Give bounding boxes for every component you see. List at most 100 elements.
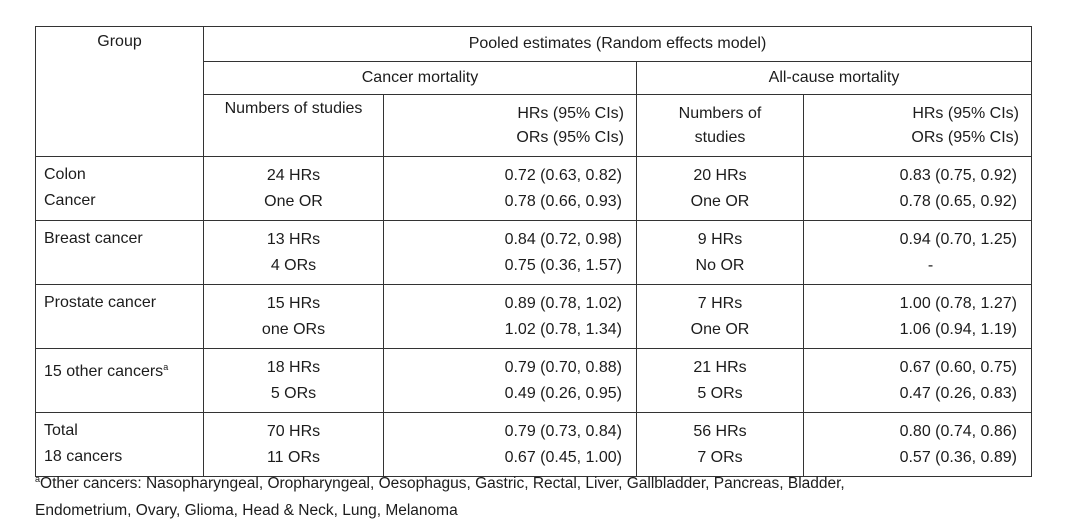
header-hr-all: HRs (95% CIs) ORs (95% CIs)	[803, 94, 1032, 157]
header-num-studies-cancer: Numbers of studies	[203, 94, 384, 157]
count-or: One OR	[690, 320, 750, 338]
footnote-text-line2: Endometrium, Ovary, Glioma, Head & Neck,…	[35, 502, 458, 519]
cancer-mortality-estimate: 0.79 (0.70, 0.88) 0.49 (0.26, 0.95)	[383, 348, 637, 413]
header-pooled-estimates: Pooled estimates (Random effects model)	[203, 26, 1032, 62]
cancer-mortality-estimate: 0.84 (0.72, 0.98) 0.75 (0.36, 1.57)	[383, 220, 637, 285]
count-hr: 18 HRs	[266, 358, 321, 376]
table-container: Group Pooled estimates (Random effects m…	[35, 26, 1032, 477]
footnote-marker: a	[35, 474, 41, 484]
all-cause-estimate: 0.67 (0.60, 0.75) 0.47 (0.26, 0.83)	[803, 348, 1032, 413]
row-group-line1: Colon	[44, 166, 86, 183]
estimate-or: -	[927, 256, 934, 274]
row-group: Colon Cancer	[35, 156, 204, 221]
count-hr: 20 HRs	[693, 166, 747, 184]
estimate-or: 0.75 (0.36, 1.57)	[504, 256, 622, 274]
row-group: Total 18 cancers	[35, 412, 204, 477]
count-or: 5 ORs	[697, 384, 743, 402]
table-row: Total 18 cancers 70 HRs 11 ORs 0.79 (0.7…	[35, 412, 1032, 477]
footnote-text-line1: Other cancers: Nasopharyngeal, Oropharyn…	[40, 475, 845, 492]
all-cause-estimate: 0.83 (0.75, 0.92) 0.78 (0.65, 0.92)	[803, 156, 1032, 221]
row-group: 15 other cancersa	[35, 348, 204, 413]
row-group-line1: Breast cancer	[44, 230, 143, 247]
estimate-or: 0.67 (0.45, 1.00)	[504, 448, 622, 466]
table-row: Prostate cancer 15 HRs one ORs 0.89 (0.7…	[35, 284, 1032, 349]
header-hr-all-line1: HRs (95% CIs)	[912, 104, 1019, 122]
row-group-line2: 18 cancers	[44, 448, 123, 465]
row-group-label: 15 other cancers	[44, 363, 164, 380]
estimate-hr: 0.79 (0.73, 0.84)	[504, 422, 622, 440]
estimate-or: 0.57 (0.36, 0.89)	[899, 448, 1017, 466]
count-hr: 7 HRs	[697, 294, 743, 312]
cancer-mortality-estimate: 0.79 (0.73, 0.84) 0.67 (0.45, 1.00)	[383, 412, 637, 477]
estimate-hr: 0.80 (0.74, 0.86)	[899, 422, 1017, 440]
table-row: 15 other cancersa 18 HRs 5 ORs 0.79 (0.7…	[35, 348, 1032, 413]
estimate-hr: 1.00 (0.78, 1.27)	[899, 294, 1017, 312]
header-num-studies-all-line2: studies	[694, 128, 746, 146]
pooled-estimates-table: Group Pooled estimates (Random effects m…	[35, 26, 1032, 477]
estimate-hr: 0.72 (0.63, 0.82)	[504, 166, 622, 184]
estimate-hr: 0.89 (0.78, 1.02)	[504, 294, 622, 312]
all-cause-estimate: 1.00 (0.78, 1.27) 1.06 (0.94, 1.19)	[803, 284, 1032, 349]
count-or: 4 ORs	[270, 256, 317, 274]
header-hr-all-line2: ORs (95% CIs)	[911, 128, 1019, 146]
cancer-mortality-count: 15 HRs one ORs	[203, 284, 384, 349]
count-or: No OR	[695, 256, 745, 274]
all-cause-estimate: 0.94 (0.70, 1.25) -	[803, 220, 1032, 285]
estimate-or: 0.49 (0.26, 0.95)	[504, 384, 622, 402]
estimate-or: 0.78 (0.65, 0.92)	[899, 192, 1017, 210]
row-group: Breast cancer	[35, 220, 204, 285]
cancer-mortality-estimate: 0.89 (0.78, 1.02) 1.02 (0.78, 1.34)	[383, 284, 637, 349]
cancer-mortality-count: 70 HRs 11 ORs	[203, 412, 384, 477]
row-group-line1: Total	[44, 422, 78, 439]
count-hr: 56 HRs	[693, 422, 747, 440]
header-num-studies-all-line1: Numbers of	[678, 104, 762, 122]
estimate-hr: 0.79 (0.70, 0.88)	[504, 358, 622, 376]
header-hr-cancer: HRs (95% CIs) ORs (95% CIs)	[383, 94, 637, 157]
estimate-hr: 0.67 (0.60, 0.75)	[899, 358, 1017, 376]
cancer-mortality-count: 13 HRs 4 ORs	[203, 220, 384, 285]
count-hr: 9 HRs	[697, 230, 743, 248]
estimate-hr: 0.84 (0.72, 0.98)	[504, 230, 622, 248]
row-group: Prostate cancer	[35, 284, 204, 349]
count-or: One OR	[264, 192, 323, 210]
all-cause-count: 56 HRs 7 ORs	[636, 412, 804, 477]
count-or: 7 ORs	[697, 448, 743, 466]
row-group-line2: Cancer	[44, 192, 96, 209]
footnote-marker: a	[163, 362, 169, 372]
count-or: one ORs	[261, 320, 326, 338]
header-hr-cancer-line2: ORs (95% CIs)	[516, 128, 624, 146]
cancer-mortality-count: 24 HRs One OR	[203, 156, 384, 221]
row-group-line1: Prostate cancer	[44, 294, 157, 311]
header-all-cause-mortality: All-cause mortality	[636, 61, 1032, 95]
table-row: Colon Cancer 24 HRs One OR 0.72 (0.63, 0…	[35, 156, 1032, 221]
table-row: Breast cancer 13 HRs 4 ORs 0.84 (0.72, 0…	[35, 220, 1032, 285]
all-cause-count: 21 HRs 5 ORs	[636, 348, 804, 413]
header-cancer-mortality: Cancer mortality	[203, 61, 637, 95]
count-hr: 13 HRs	[266, 230, 321, 248]
estimate-or: 1.06 (0.94, 1.19)	[899, 320, 1017, 338]
all-cause-estimate: 0.80 (0.74, 0.86) 0.57 (0.36, 0.89)	[803, 412, 1032, 477]
header-num-studies-all: Numbers of studies	[636, 94, 804, 157]
count-hr: 24 HRs	[266, 166, 321, 184]
count-or: 11 ORs	[266, 448, 321, 466]
cancer-mortality-count: 18 HRs 5 ORs	[203, 348, 384, 413]
estimate-hr: 0.83 (0.75, 0.92)	[899, 166, 1017, 184]
count-or: One OR	[690, 192, 750, 210]
all-cause-count: 9 HRs No OR	[636, 220, 804, 285]
count-hr: 70 HRs	[266, 422, 321, 440]
footnote-line1: aOther cancers: Nasopharyngeal, Orophary…	[35, 466, 1035, 497]
cancer-mortality-estimate: 0.72 (0.63, 0.82) 0.78 (0.66, 0.93)	[383, 156, 637, 221]
footnote: aOther cancers: Nasopharyngeal, Orophary…	[35, 466, 1035, 524]
all-cause-count: 7 HRs One OR	[636, 284, 804, 349]
estimate-or: 1.02 (0.78, 1.34)	[504, 320, 622, 338]
estimate-or: 0.47 (0.26, 0.83)	[899, 384, 1017, 402]
count-or: 5 ORs	[270, 384, 317, 402]
estimate-hr: 0.94 (0.70, 1.25)	[899, 230, 1017, 248]
count-hr: 15 HRs	[266, 294, 321, 312]
all-cause-count: 20 HRs One OR	[636, 156, 804, 221]
estimate-or: 0.78 (0.66, 0.93)	[504, 192, 622, 210]
header-hr-cancer-line1: HRs (95% CIs)	[517, 104, 624, 122]
count-hr: 21 HRs	[693, 358, 747, 376]
row-group-line1: 15 other cancersa	[44, 354, 203, 385]
header-group: Group	[35, 26, 204, 157]
